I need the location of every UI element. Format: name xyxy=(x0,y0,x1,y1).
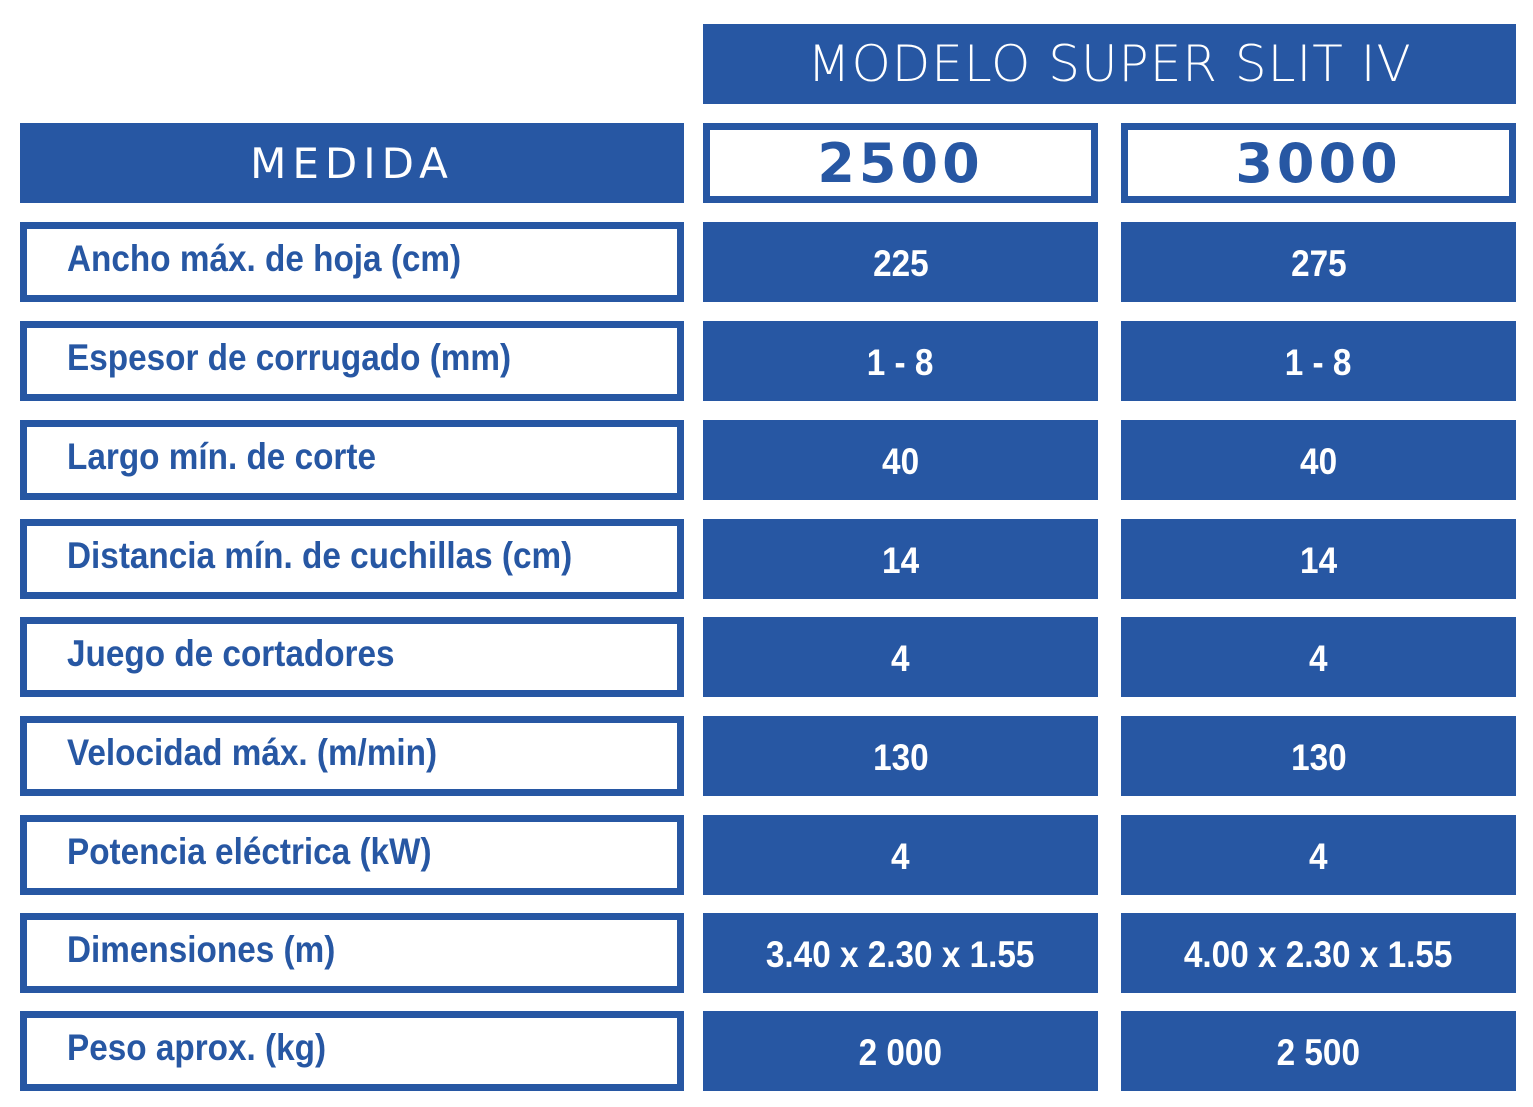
row-label-text: Juego de cortadores xyxy=(67,633,395,674)
cell-value: 14 xyxy=(1299,540,1338,581)
table-cell: 4 xyxy=(703,617,1098,697)
row-label-text: Peso aprox. (kg) xyxy=(67,1027,327,1068)
row-label-text: Potencia eléctrica (kW) xyxy=(67,831,432,872)
cell-value: 4.00 x 2.30 x 1.55 xyxy=(1184,934,1453,975)
row-label-text: Espesor de corrugado (mm) xyxy=(67,337,512,378)
table-cell: 1 - 8 xyxy=(703,321,1098,401)
cell-value: 1 - 8 xyxy=(1285,342,1352,383)
size-header-2500: 2500 xyxy=(703,123,1098,203)
row-label-juego: Juego de cortadores xyxy=(20,617,684,697)
cell-value: 130 xyxy=(1290,737,1347,778)
table-cell: 14 xyxy=(703,519,1098,599)
table-cell: 130 xyxy=(1121,716,1516,796)
cell-value: 225 xyxy=(872,243,929,284)
table-cell: 275 xyxy=(1121,222,1516,302)
row-label-espesor: Espesor de corrugado (mm) xyxy=(20,321,684,401)
table-cell: 1 - 8 xyxy=(1121,321,1516,401)
table-cell: 4 xyxy=(1121,815,1516,895)
table-cell: 2 500 xyxy=(1121,1011,1516,1091)
cell-value: 14 xyxy=(881,540,920,581)
label-column-header: MEDIDA xyxy=(20,123,684,203)
cell-value: 2 500 xyxy=(1276,1032,1361,1073)
cell-value: 40 xyxy=(1299,441,1338,482)
cell-value: 4 xyxy=(891,638,910,679)
table-cell: 4 xyxy=(703,815,1098,895)
row-label-text: Ancho máx. de hoja (cm) xyxy=(67,238,462,279)
row-label-potencia: Potencia eléctrica (kW) xyxy=(20,815,684,895)
cell-value: 130 xyxy=(872,737,929,778)
row-label-text: Largo mín. de corte xyxy=(67,436,377,477)
table-cell: 14 xyxy=(1121,519,1516,599)
cell-value: 2 000 xyxy=(858,1032,943,1073)
cell-value: 4 xyxy=(1309,836,1328,877)
row-label-velocidad: Velocidad máx. (m/min) xyxy=(20,716,684,796)
cell-value: 4 xyxy=(1309,638,1328,679)
size-header-label: 2500 xyxy=(710,130,1091,196)
cell-value: 40 xyxy=(881,441,920,482)
model-title: MODELO SUPER SLIT IV xyxy=(703,24,1516,104)
row-label-largo: Largo mín. de corte xyxy=(20,420,684,500)
table-cell: 4 xyxy=(1121,617,1516,697)
table-cell: 3.40 x 2.30 x 1.55 xyxy=(703,913,1098,993)
row-label-dimensiones: Dimensiones (m) xyxy=(20,913,684,993)
table-cell: 40 xyxy=(703,420,1098,500)
cell-value: 4 xyxy=(891,836,910,877)
size-header-3000: 3000 xyxy=(1121,123,1516,203)
row-label-peso: Peso aprox. (kg) xyxy=(20,1011,684,1091)
row-label-text: Velocidad máx. (m/min) xyxy=(67,732,438,773)
size-header-label: 3000 xyxy=(1128,130,1509,196)
table-cell: 225 xyxy=(703,222,1098,302)
row-label-text: Dimensiones (m) xyxy=(67,929,336,970)
table-cell: 40 xyxy=(1121,420,1516,500)
row-label-text: Distancia mín. de cuchillas (cm) xyxy=(67,535,573,576)
row-label-distancia: Distancia mín. de cuchillas (cm) xyxy=(20,519,684,599)
cell-value: 1 - 8 xyxy=(867,342,934,383)
cell-value: 275 xyxy=(1290,243,1347,284)
table-cell: 130 xyxy=(703,716,1098,796)
table-cell: 4.00 x 2.30 x 1.55 xyxy=(1121,913,1516,993)
cell-value: 3.40 x 2.30 x 1.55 xyxy=(766,934,1035,975)
table-cell: 2 000 xyxy=(703,1011,1098,1091)
row-label-ancho: Ancho máx. de hoja (cm) xyxy=(20,222,684,302)
